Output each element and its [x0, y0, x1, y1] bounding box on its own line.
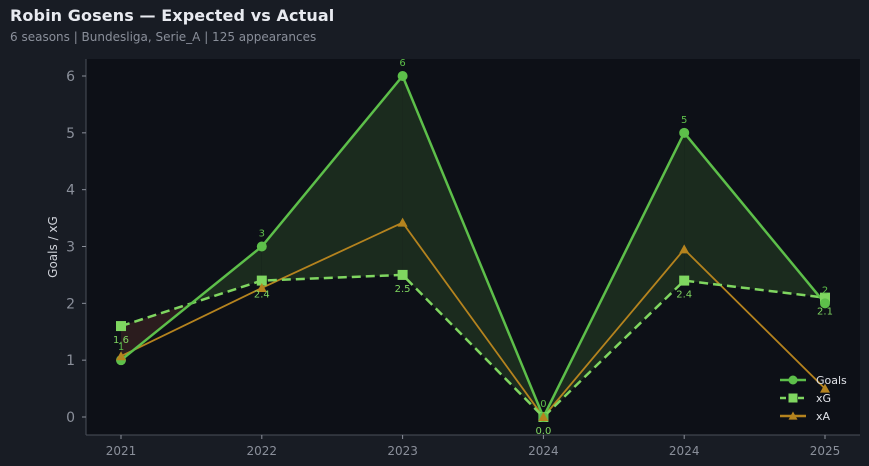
xg-marker: [116, 321, 126, 332]
data-labels: 1 3 6 0 5 2 1.6 2.4 2.5 0.0 2.4 2.1: [113, 58, 833, 437]
xa-marker: [116, 351, 126, 361]
xg-value-label: 0.0: [535, 426, 551, 437]
y-tick-label: 0: [66, 410, 75, 426]
series-lines: [116, 71, 830, 422]
triangle-marker-icon: [788, 411, 798, 420]
xg-line: [120, 273, 826, 419]
y-tick-label: 5: [66, 126, 75, 142]
legend: Goals xG xA: [780, 374, 847, 423]
x-tick-label: 2025: [810, 444, 841, 458]
x-tick-label: 2024: [669, 444, 700, 458]
legend-label: xA: [816, 410, 831, 423]
y-tick-label: 1: [66, 353, 75, 369]
y-tick-label: 6: [66, 69, 75, 85]
xa-marker: [397, 217, 408, 227]
xa-line: [120, 221, 826, 419]
x-tick-label: 2024: [528, 444, 559, 458]
legend-label: Goals: [816, 374, 847, 387]
legend-label: xG: [816, 392, 831, 405]
goals-marker: [820, 298, 830, 309]
x-tick-label: 2023: [387, 444, 418, 458]
legend-item-xa: xA: [780, 410, 831, 423]
y-tick-label: 4: [66, 183, 75, 199]
xg-marker: [256, 275, 267, 286]
x-tick-label: 2022: [247, 444, 278, 458]
chart-title: Robin Gosens — Expected vs Actual: [10, 6, 335, 25]
xa-marker: [256, 282, 267, 292]
y-tick-label: 3: [66, 240, 75, 256]
xa-marker: [820, 383, 830, 393]
chart-subtitle: 6 seasons | Bundesliga, Serie_A | 125 ap…: [10, 30, 317, 44]
xg-value-label: 1.6: [113, 335, 129, 346]
circle-marker-icon: [788, 375, 798, 385]
xa-marker: [679, 244, 690, 254]
xg-value-label: 2.4: [254, 290, 270, 301]
square-marker-icon: [788, 393, 798, 403]
goals-value-label: 5: [681, 115, 687, 126]
legend-item-goals: Goals: [780, 374, 847, 387]
goals-value-label: 0: [540, 399, 546, 410]
goals-value-label: 1: [118, 342, 124, 353]
xg-marker: [397, 269, 408, 280]
xg-value-label: 2.1: [817, 307, 833, 318]
goals-value-label: 6: [399, 58, 405, 69]
goals-value-label: 2: [822, 285, 828, 296]
xg-value-label: 2.4: [676, 290, 692, 301]
xg-marker: [679, 275, 690, 286]
legend-item-xg: xG: [780, 392, 831, 405]
goals-marker: [397, 71, 408, 81]
axes: 0 1 2 3 4 5 6 2021 2022 2023 2024 2024 2025: [66, 59, 860, 458]
goals-marker: [256, 241, 267, 252]
y-axis-label: Goals / xG: [46, 216, 60, 278]
xg-value-label: 2.5: [395, 284, 411, 295]
xa-marker: [538, 412, 549, 421]
goals-value-label: 3: [259, 229, 265, 240]
goals-line: [120, 73, 826, 421]
x-tick-label: 2021: [106, 444, 137, 458]
goals-marker: [679, 127, 690, 138]
y-tick-label: 2: [66, 296, 75, 312]
xg-marker: [820, 292, 830, 303]
